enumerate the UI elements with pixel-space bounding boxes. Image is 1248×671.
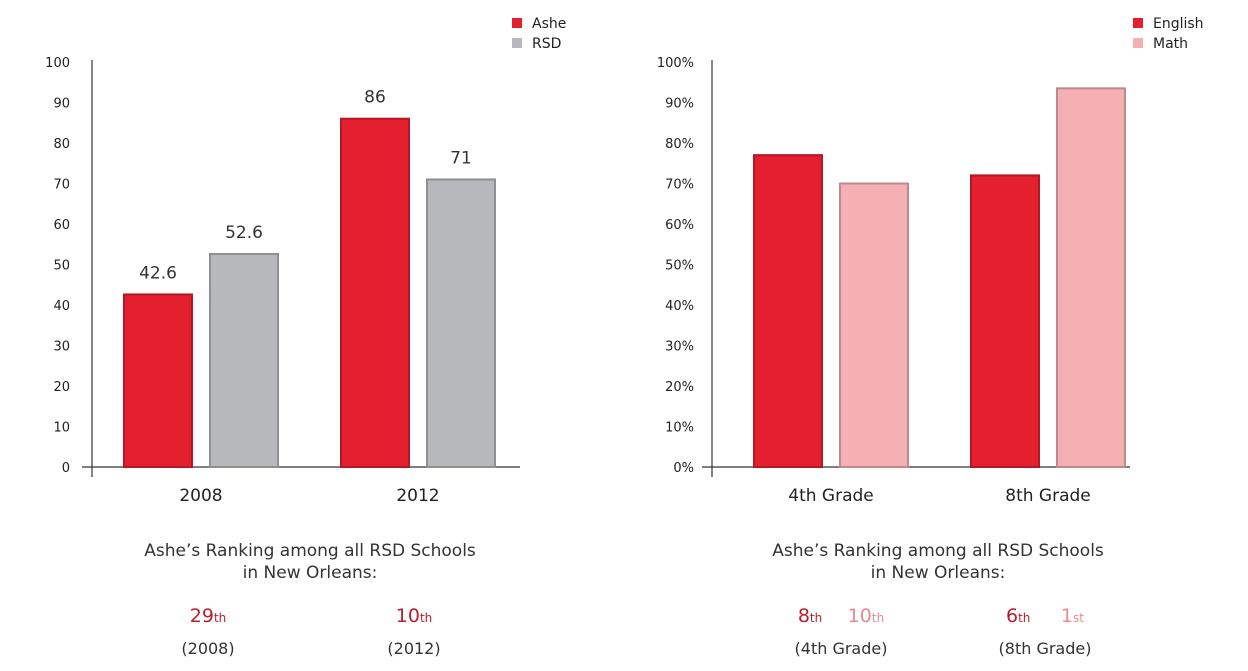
left-ranking-title-line1: Ashe’s Ranking among all RSD Schools (144, 541, 476, 561)
bar-english (753, 154, 823, 468)
y-tick-label: 20 (53, 380, 70, 395)
y-tick-label: 70% (665, 178, 694, 193)
y-tick-label: 60 (53, 218, 70, 233)
rank-suffix: th (419, 611, 433, 625)
right-ranking-4th-grade: 8th 10th (4th Grade) (766, 605, 916, 658)
bar-rsd (426, 178, 496, 468)
bar-ashe (123, 293, 193, 468)
bar-english (970, 174, 1040, 468)
y-tick-label: 90% (665, 97, 694, 112)
rank-number-math: 10 (847, 605, 872, 627)
y-tick-label: 80 (53, 137, 70, 152)
rank-year: (2008) (181, 639, 235, 658)
rank-number-math: 1 (1060, 605, 1074, 627)
bar-math (839, 182, 909, 468)
y-tick-label: 100 (45, 56, 70, 71)
y-tick-label: 50% (665, 259, 694, 274)
rank-suffix: th (809, 611, 823, 625)
y-tick-label: 30% (665, 340, 694, 355)
data-label: 86 (364, 88, 386, 108)
legend-swatch-rsd (512, 38, 522, 48)
x-category-label: 2008 (179, 486, 222, 506)
y-tick-label: 40 (53, 299, 70, 314)
legend-swatch-english (1133, 18, 1143, 28)
y-tick-label: 10% (665, 421, 694, 436)
rank-number-english: 8 (797, 605, 810, 627)
y-tick-label: 40% (665, 299, 694, 314)
left-ranking-title-line2: in New Orleans: (242, 563, 378, 583)
y-tick-label: 0 (62, 461, 70, 476)
left-ranking-title: Ashe’s Ranking among all RSD Schools in … (60, 540, 560, 584)
rank-suffix: th (213, 611, 227, 625)
y-tick-label: 90 (53, 97, 70, 112)
y-tick-label: 30 (53, 340, 70, 355)
bar-rsd (209, 252, 279, 468)
legend-label-english: English (1153, 16, 1204, 32)
rank-suffix: th (1018, 611, 1031, 625)
rank-grade: (8th Grade) (998, 639, 1092, 658)
legend-swatch-ashe (512, 18, 522, 28)
left-ranking-2008: 29th (2008) (148, 605, 268, 658)
y-tick-label: 50 (53, 259, 70, 274)
legend-label-rsd: RSD (532, 36, 561, 52)
rank-year: (2012) (387, 639, 441, 658)
legend-swatch-math (1133, 38, 1143, 48)
x-category-label: 8th Grade (1005, 486, 1091, 506)
rank-number: 29 (189, 605, 214, 627)
bar-ashe (340, 117, 410, 468)
y-tick-label: 0% (673, 461, 694, 476)
y-tick-label: 20% (665, 380, 694, 395)
data-label: 52.6 (225, 223, 263, 243)
data-label: 42.6 (139, 263, 177, 283)
right-ranking-title: Ashe’s Ranking among all RSD Schools in … (688, 540, 1188, 584)
x-category-label: 2012 (396, 486, 439, 506)
y-tick-label: 80% (665, 137, 694, 152)
y-tick-label: 60% (665, 218, 694, 233)
bar-math (1056, 87, 1126, 468)
legend-label-ashe: Ashe (532, 16, 566, 32)
rank-suffix: st (1073, 611, 1084, 625)
x-category-label: 4th Grade (788, 486, 874, 506)
rank-number-english: 6 (1006, 605, 1019, 627)
y-tick-label: 100% (657, 56, 694, 71)
legend-label-math: Math (1153, 36, 1188, 52)
y-tick-label: 10 (53, 421, 70, 436)
left-ranking-2012: 10th (2012) (354, 605, 474, 658)
rank-grade: (4th Grade) (794, 639, 888, 658)
right-ranking-8th-grade: 6th 1st (8th Grade) (970, 605, 1120, 658)
right-ranking-title-line1: Ashe’s Ranking among all RSD Schools (772, 541, 1104, 561)
data-label: 71 (450, 148, 472, 168)
rank-number: 10 (395, 605, 420, 627)
right-ranking-title-line2: in New Orleans: (870, 563, 1006, 583)
rank-suffix: th (871, 611, 885, 625)
y-tick-label: 70 (53, 178, 70, 193)
